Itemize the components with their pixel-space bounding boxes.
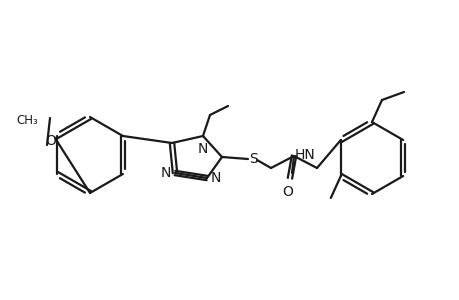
Text: N: N	[211, 171, 221, 185]
Text: O: O	[45, 134, 56, 148]
Text: O: O	[282, 185, 293, 199]
Text: S: S	[248, 152, 257, 166]
Text: N: N	[197, 142, 208, 156]
Text: HN: HN	[294, 148, 314, 162]
Text: CH₃: CH₃	[16, 115, 38, 128]
Text: N: N	[160, 166, 171, 180]
